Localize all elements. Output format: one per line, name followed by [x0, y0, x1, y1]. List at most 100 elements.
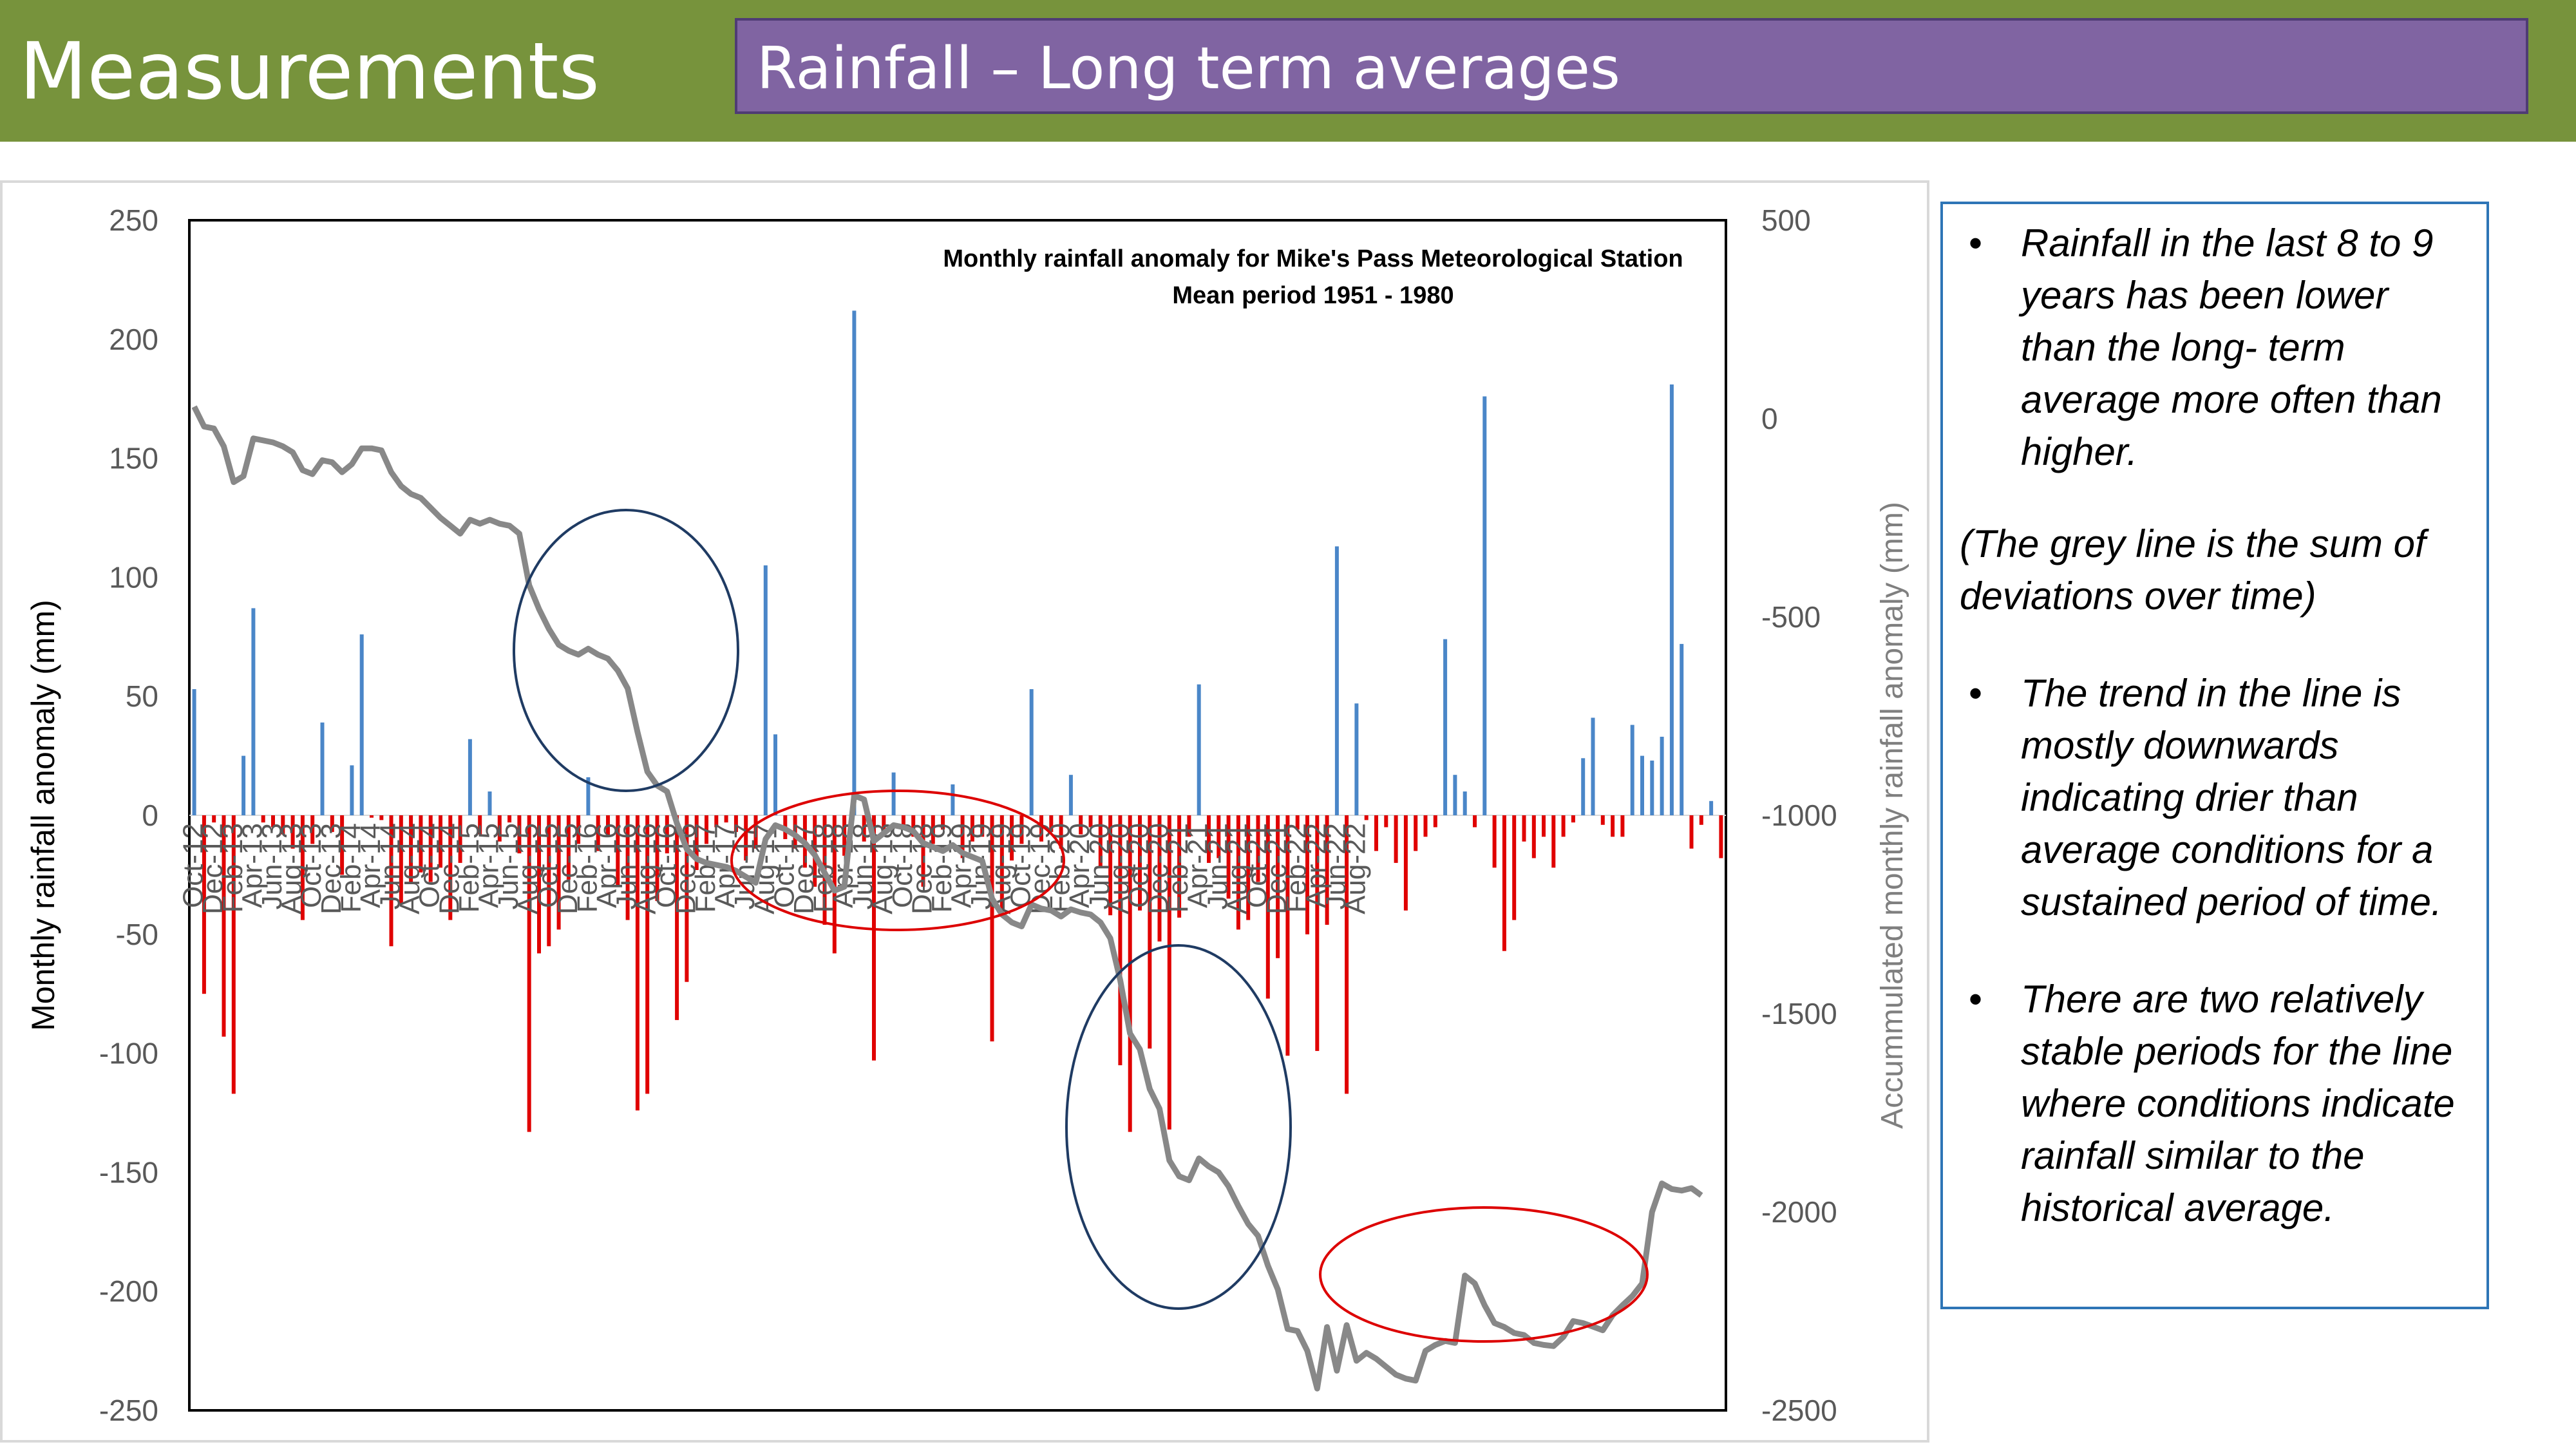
anomaly-bar	[1148, 815, 1152, 1049]
anomaly-bar	[1167, 815, 1171, 1130]
anomaly-bar	[1394, 815, 1398, 863]
anomaly-bar	[428, 815, 433, 882]
anomaly-bar	[1197, 684, 1201, 815]
anomaly-bar	[1561, 815, 1566, 837]
y-tick-label: 150	[109, 442, 158, 475]
anomaly-bar	[1039, 815, 1043, 842]
anomaly-bar	[734, 815, 738, 832]
anomaly-bar	[1384, 815, 1388, 828]
bars-layer	[192, 310, 1723, 1132]
anomaly-bar	[537, 815, 541, 954]
x-tick-label: Jun-15	[493, 823, 524, 910]
anomaly-bar	[1611, 815, 1615, 837]
anomaly-bar	[1315, 815, 1320, 1051]
x-tick-label: Aug-21	[1222, 823, 1253, 914]
right-axis-tick-labels: 500 0 -500 -1000 -1500 -2000 -2500	[1761, 204, 1837, 1427]
anomaly-bar	[222, 815, 226, 1037]
x-tick-label: Jun-13	[256, 823, 288, 910]
anomaly-bar	[547, 815, 551, 947]
anomaly-bar	[409, 815, 413, 882]
rainfall-anomaly-chart: Oct-12Dec-12Feb-13Apr-13Jun-13Aug-13Oct-…	[25, 204, 1909, 1427]
anomaly-bar	[596, 815, 600, 851]
anomaly-bar	[1433, 815, 1437, 828]
anomaly-bar	[370, 815, 374, 818]
x-tick-label: Jun-16	[611, 823, 643, 910]
anomaly-bar	[1118, 815, 1122, 1066]
x-tick-label: Apr-14	[355, 823, 386, 908]
anomaly-bar	[931, 815, 935, 844]
anomaly-bar	[1542, 815, 1546, 837]
y-tick-label: -100	[99, 1037, 158, 1070]
stable-ellipse-1	[730, 790, 1065, 931]
anomaly-bar	[1620, 815, 1625, 837]
x-tick-label: Dec-20	[1143, 823, 1175, 914]
x-tick-label: Aug-22	[1340, 823, 1371, 914]
anomaly-bar	[675, 815, 679, 1020]
y2-tick-label: -2500	[1761, 1394, 1837, 1427]
y-tick-label: -50	[116, 918, 158, 951]
anomaly-bar	[1709, 800, 1714, 815]
anomaly-bar	[212, 815, 216, 823]
anomaly-bar	[921, 815, 925, 887]
anomaly-bar	[1443, 639, 1448, 815]
note-bullet-3: • There are two relatively stable periods…	[1960, 973, 2470, 1234]
bullet-dot: •	[1969, 672, 1983, 715]
anomaly-bar	[320, 722, 325, 815]
x-tick-label: Dec-15	[552, 823, 583, 914]
x-tick-label: Aug-15	[513, 823, 544, 914]
decline-ellipse-1	[513, 509, 739, 792]
anomaly-bar	[655, 815, 659, 902]
x-tick-label: Aug-14	[394, 823, 426, 914]
anomaly-bar	[310, 815, 315, 844]
anomaly-bar	[960, 815, 965, 858]
anomaly-bar	[1305, 815, 1309, 934]
anomaly-bar	[665, 815, 669, 854]
y-tick-label: 100	[109, 560, 158, 594]
x-tick-label: Apr-15	[473, 823, 505, 908]
anomaly-bar	[1403, 815, 1408, 911]
anomaly-bar	[1374, 815, 1378, 851]
annotation-ellipses	[513, 509, 1649, 1343]
x-tick-label: Oct-15	[532, 823, 564, 908]
anomaly-bar	[1345, 815, 1349, 1094]
anomaly-bar	[517, 815, 522, 854]
x-tick-label: Dec-19	[1025, 823, 1056, 914]
x-tick-label: Apr-21	[1182, 823, 1214, 908]
anomaly-bar	[901, 815, 905, 828]
anomaly-bar	[448, 815, 453, 920]
anomaly-bar	[685, 815, 689, 982]
anomaly-bar	[1473, 815, 1477, 828]
x-tick-label: Aug-20	[1103, 823, 1135, 914]
anomaly-bar	[1088, 815, 1093, 828]
x-tick-labels: Oct-12Dec-12Feb-13Apr-13Jun-13Aug-13Oct-…	[178, 823, 1372, 914]
note-text-1: Rainfall in the last 8 to 9 years has be…	[2021, 222, 2442, 473]
anomaly-bar	[1453, 775, 1457, 815]
x-tick-label: Jun-21	[1202, 823, 1233, 910]
anomaly-bar	[1680, 643, 1684, 815]
anomaly-bar	[1236, 815, 1240, 930]
x-tick-label: Oct-16	[650, 823, 682, 908]
anomaly-bar	[1364, 815, 1368, 820]
anomaly-bar	[872, 815, 876, 1061]
x-tick-label: Apr-19	[946, 823, 978, 908]
note-paren: (The grey line is the sum of deviations …	[1960, 522, 2426, 618]
anomaly-bar	[1157, 815, 1162, 942]
x-tick-label: Apr-13	[236, 823, 268, 908]
anomaly-bar	[882, 815, 886, 832]
x-tick-label: Feb-22	[1281, 823, 1312, 913]
anomaly-bar	[359, 634, 364, 815]
anomaly-bar	[635, 815, 639, 1111]
anomaly-bar	[832, 815, 837, 954]
anomaly-bar	[566, 815, 571, 880]
anomaly-bar	[340, 815, 345, 875]
slide-subtitle: Rainfall – Long term averages	[757, 35, 1620, 102]
anomaly-bar	[1640, 755, 1644, 815]
anomaly-bar	[842, 815, 847, 856]
anomaly-bar	[724, 815, 728, 823]
anomaly-bar	[1660, 737, 1664, 815]
anomaly-bar	[1502, 815, 1506, 951]
anomaly-bar	[1276, 815, 1280, 958]
x-tick-label: Oct-14	[414, 823, 446, 908]
anomaly-bar	[753, 815, 758, 849]
x-tick-label: Oct-19	[1005, 823, 1036, 908]
